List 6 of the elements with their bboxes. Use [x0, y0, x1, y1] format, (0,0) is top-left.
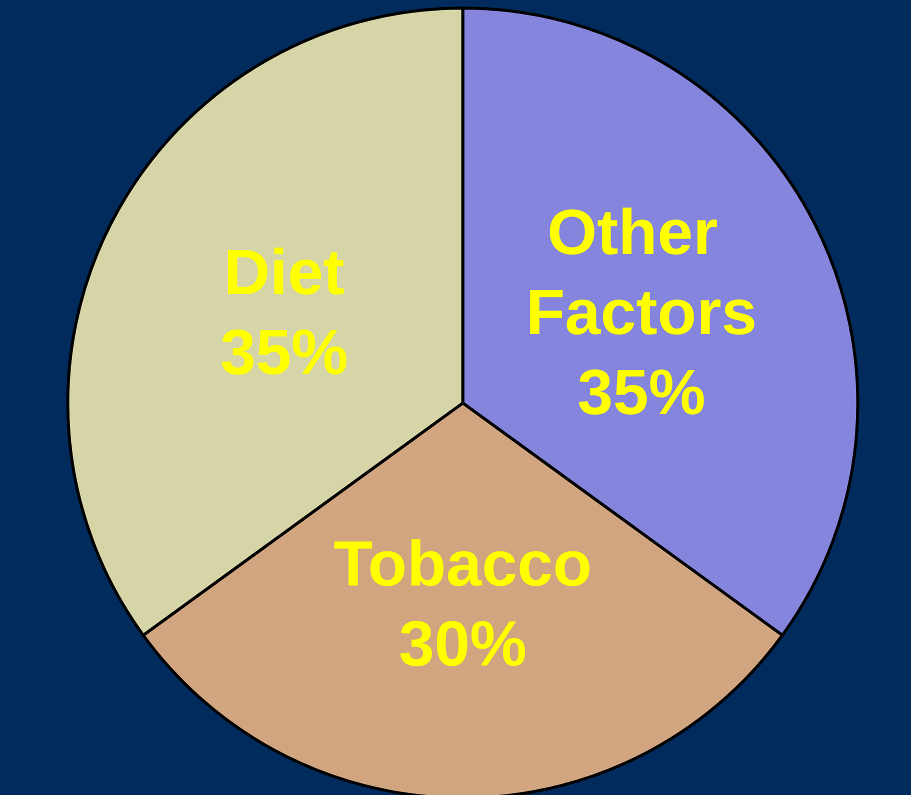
- slice-label: Other Factors: [526, 196, 758, 348]
- data-label: 35%: [577, 356, 706, 428]
- data-label: 35%: [220, 316, 348, 388]
- data-label: 30%: [398, 608, 527, 680]
- slice-label: Tobacco: [334, 528, 592, 600]
- slice-label: Diet: [224, 236, 345, 308]
